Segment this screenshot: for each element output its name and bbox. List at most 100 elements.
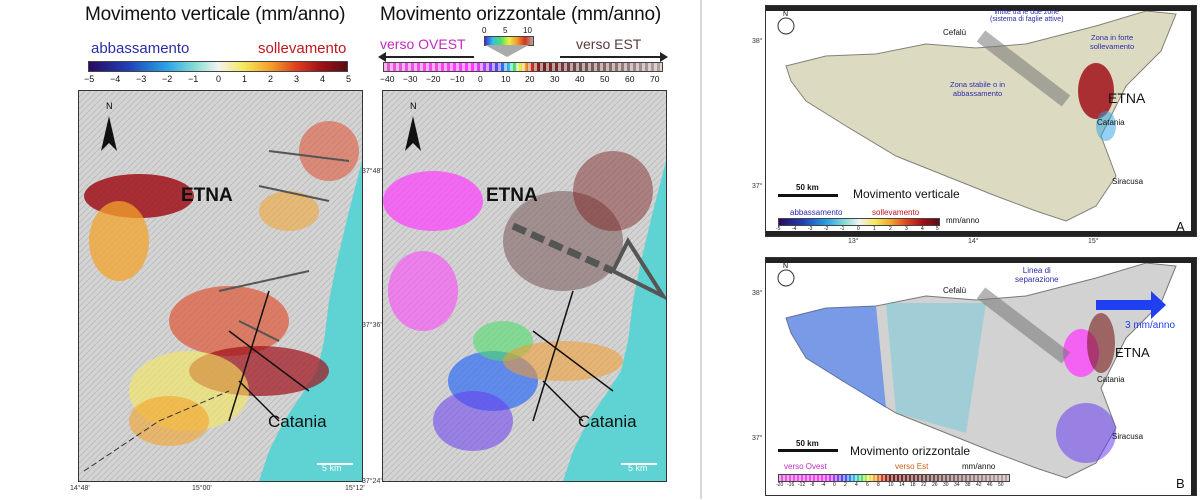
lon-label: 15°12': [345, 485, 365, 492]
atick: -3: [808, 226, 813, 232]
panel-divider: [700, 0, 702, 499]
btick: 2: [844, 482, 847, 488]
btick: -8: [810, 482, 815, 488]
btick: 18: [910, 482, 916, 488]
map-b-etna: ETNA: [1115, 345, 1150, 360]
vtick: 1: [242, 74, 248, 84]
map-a-annot-boundary: limite tra le due zone (sistema di fagli…: [990, 9, 1064, 23]
horizontal-map: N: [382, 90, 667, 482]
btick: 10: [888, 482, 894, 488]
vtick: −4: [110, 74, 121, 84]
htick: −20: [426, 74, 441, 84]
lat-label: 37°24': [362, 478, 382, 485]
vtick: −2: [162, 74, 173, 84]
map-a-lat: 38°: [752, 38, 763, 45]
lon-label: 15°00': [192, 485, 212, 492]
svg-text:N: N: [410, 101, 417, 111]
horizontal-map-svg: N: [383, 91, 666, 481]
btick: 46: [987, 482, 993, 488]
map-b-lat: 37°: [752, 435, 763, 442]
map-a-legend-unit: mm/anno: [946, 216, 980, 225]
lat-label: 37°36': [362, 322, 382, 329]
btick: -4: [821, 482, 826, 488]
btick: 8: [877, 482, 880, 488]
htick: −10: [450, 74, 465, 84]
map-a-legend-colorbar: [778, 218, 940, 226]
map-a-legend-ticks: -5 -4 -3 -2 -1 0 1 2 3 4 5: [776, 226, 946, 234]
btick: 22: [921, 482, 927, 488]
atick: 3: [905, 226, 908, 232]
map-b-siracusa: Siracusa: [1112, 432, 1144, 441]
svg-text:N: N: [783, 263, 788, 270]
vtick: 0: [216, 74, 222, 84]
map-b-arrow-label: 3 mm/anno: [1125, 320, 1176, 331]
map-b-cefalu: Cefalù: [943, 286, 967, 295]
left-figure-panel: Movimento verticale (mm/anno) abbassamen…: [70, 4, 670, 492]
inset-tick: 0: [482, 26, 487, 35]
vertical-etna-label: ETNA: [181, 185, 233, 206]
horizontal-colorbar-ticks: −40 −30 −20 −10 0 10 20 30 40 50 60 70: [380, 74, 670, 86]
lon-label: 14°48': [70, 485, 90, 492]
map-a-etna: ETNA: [1108, 90, 1146, 106]
map-a-legend-title: Movimento verticale: [853, 187, 960, 201]
vertical-colorbar-ticks: −5 −4 −3 −2 −1 0 1 2 3 4 5: [84, 74, 352, 86]
map-a-legend-up: sollevamento: [872, 208, 920, 217]
btick: -20: [776, 482, 784, 488]
htick: 0: [478, 74, 483, 84]
horizontal-etna-label: ETNA: [486, 185, 538, 206]
btick: 50: [998, 482, 1004, 488]
htick: 10: [501, 74, 511, 84]
vertical-up-label: sollevamento: [258, 40, 347, 57]
map-b-legend-ticks: -20 -16 -12 -8 -4 0 2 4 6 8 10 14 18 22 …: [776, 482, 1016, 490]
vertical-map: N: [78, 90, 363, 482]
vtick: 5: [346, 74, 352, 84]
map-a-cefalu: Cefalù: [943, 28, 967, 37]
map-a-scalebar: [778, 194, 838, 197]
map-b-legend-east: verso Est: [895, 462, 929, 471]
map-a-catania: Catania: [1097, 118, 1125, 127]
vertical-colorbar: [88, 61, 348, 72]
map-b-legend-title: Movimento orizzontale: [850, 444, 971, 458]
map-b-legend-west: verso Ovest: [784, 462, 827, 471]
map-a-panel-letter: A: [1176, 219, 1185, 234]
atick: 4: [921, 226, 924, 232]
vertical-title: Movimento verticale (mm/anno): [85, 4, 346, 25]
btick: -16: [787, 482, 795, 488]
map-a-lat: 37°: [752, 183, 763, 190]
htick: −40: [380, 74, 395, 84]
velocity-arrow: [1096, 291, 1166, 319]
map-b-panel-letter: B: [1176, 476, 1185, 491]
vtick: −3: [136, 74, 147, 84]
vtick: 3: [294, 74, 300, 84]
map-b: N: [765, 257, 1197, 496]
btick: -12: [798, 482, 806, 488]
btick: 34: [954, 482, 960, 488]
map-a-svg: N: [766, 6, 1196, 236]
map-b-svg: N: [766, 258, 1196, 495]
btick: 26: [932, 482, 938, 488]
horizontal-scale-label: 5 km: [628, 463, 648, 473]
btick: 4: [855, 482, 858, 488]
horizontal-east-label: verso EST: [576, 36, 642, 52]
vtick: 2: [268, 74, 274, 84]
btick: 30: [943, 482, 949, 488]
horizontal-west-label: verso OVEST: [380, 36, 466, 52]
inset-tick: 10: [523, 26, 532, 35]
vertical-scale-label: 5 km: [322, 463, 342, 473]
map-a-lon: 14°: [968, 238, 979, 245]
atick: 5: [936, 226, 939, 232]
atick: -1: [840, 226, 845, 232]
btick: 42: [976, 482, 982, 488]
map-a-legend-down: abbassamento: [790, 208, 843, 217]
htick: 20: [525, 74, 535, 84]
map-a: N: [765, 5, 1197, 237]
vtick: −1: [188, 74, 199, 84]
map-a-lon: 13°: [848, 238, 859, 245]
btick: 14: [899, 482, 905, 488]
map-b-scalebar: [778, 449, 838, 452]
vtick: −5: [84, 74, 95, 84]
map-b-legend-colorbar: [778, 474, 1010, 482]
map-a-annot-uplift: Zona in forte sollevamento: [1090, 33, 1135, 51]
map-b-annot-sep: Linea di separazione: [1015, 266, 1059, 284]
vertical-down-label: abbassamento: [91, 40, 190, 57]
